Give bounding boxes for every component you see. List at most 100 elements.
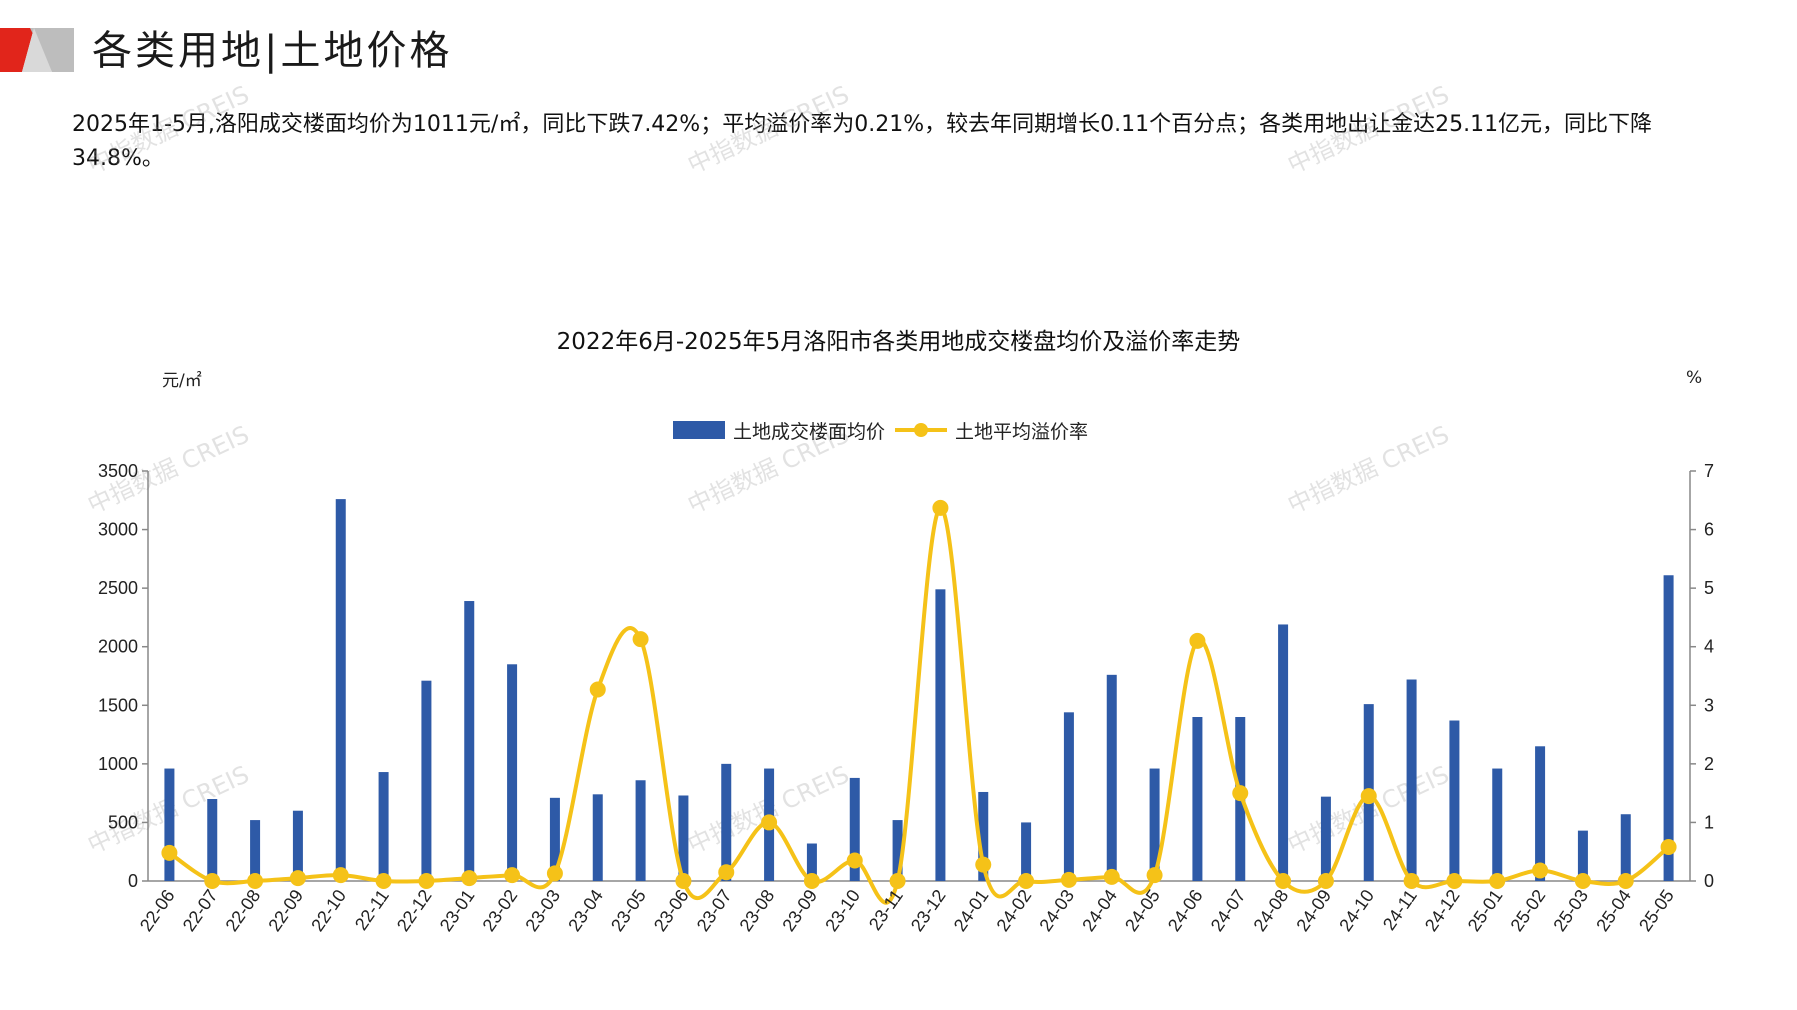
left-axis-tick-label: 2000 (98, 637, 138, 657)
premium-point-23-03 (546, 865, 563, 882)
legend-item-line: 土地平均溢价率 (895, 417, 1088, 444)
right-axis-tick-label: 5 (1704, 578, 1714, 598)
x-axis-label: 24-02 (993, 886, 1036, 935)
premium-point-23-12 (932, 499, 949, 516)
premium-point-23-07 (718, 864, 735, 881)
premium-point-22-07 (204, 873, 221, 889)
bar-24-09 (1320, 796, 1331, 881)
legend-line-label: 土地平均溢价率 (955, 420, 1089, 443)
premium-point-24-04 (1103, 868, 1120, 885)
premium-point-23-01 (461, 870, 478, 887)
header-mark-red (0, 28, 34, 72)
premium-point-24-06 (1189, 632, 1206, 649)
premium-point-23-10 (846, 852, 863, 869)
x-axis-label: 23-07 (693, 886, 736, 935)
x-axis-label: 23-04 (564, 886, 607, 935)
bar-24-04 (1106, 674, 1117, 881)
premium-point-23-02 (504, 867, 521, 884)
bar-23-02 (507, 664, 518, 881)
bar-24-01 (978, 791, 989, 881)
premium-point-23-06 (675, 873, 692, 889)
x-axis-label: 25-01 (1464, 886, 1507, 935)
x-axis-label: 22-10 (307, 886, 350, 935)
premium-point-24-05 (1146, 867, 1163, 884)
bar-22-12 (421, 680, 432, 881)
x-axis-label: 22-06 (136, 886, 179, 935)
right-axis-tick-label: 0 (1704, 871, 1714, 891)
bar-25-05 (1663, 575, 1674, 881)
x-axis-label: 24-08 (1250, 886, 1293, 935)
bar-23-06 (678, 795, 689, 881)
legend-item-bar: 土地成交楼面均价 (673, 417, 885, 444)
x-axis-label: 22-12 (393, 886, 436, 935)
header-logo-mark (0, 28, 74, 72)
premium-point-24-01 (975, 856, 992, 873)
right-axis-tick-label: 6 (1704, 520, 1714, 540)
x-axis-label: 24-05 (1121, 886, 1164, 935)
bar-23-10 (849, 777, 860, 881)
premium-point-22-06 (161, 844, 178, 861)
bar-23-07 (721, 763, 732, 881)
bar-22-06 (164, 768, 175, 881)
premium-point-24-09 (1317, 873, 1334, 889)
bar-24-06 (1192, 717, 1203, 881)
x-axis-label: 25-03 (1549, 886, 1592, 935)
x-axis-label: 25-04 (1592, 886, 1635, 935)
bar-23-01 (464, 601, 475, 881)
left-axis-tick-label: 500 (108, 812, 138, 832)
chart-title: 2022年6月-2025年5月洛阳市各类用地成交楼盘均价及溢价率走势 (556, 329, 1241, 355)
x-axis-label: 22-11 (351, 886, 393, 934)
premium-point-22-09 (289, 870, 306, 887)
legend-bar-swatch (673, 421, 725, 439)
x-axis-label: 24-01 (950, 886, 993, 935)
premium-point-22-08 (247, 873, 264, 889)
x-axis-label: 23-05 (607, 886, 650, 935)
bar-25-03 (1577, 830, 1588, 881)
bar-24-11 (1406, 679, 1417, 881)
premium-point-24-02 (1018, 873, 1035, 889)
x-axis-label: 23-09 (778, 886, 821, 935)
x-axis-label: 22-08 (222, 886, 265, 935)
x-axis-label: 23-03 (521, 886, 564, 935)
x-axis-label: 25-05 (1635, 886, 1678, 935)
bar-24-08 (1278, 624, 1289, 881)
x-axis-label: 24-09 (1292, 886, 1335, 935)
premium-point-24-12 (1446, 873, 1463, 889)
bar-22-11 (378, 772, 389, 881)
bar-25-04 (1620, 814, 1631, 881)
legend-bar-label: 土地成交楼面均价 (733, 420, 886, 443)
premium-rate-line (168, 505, 1670, 905)
right-axis-tick-label: 4 (1704, 637, 1714, 657)
x-axis-label: 23-08 (736, 886, 779, 935)
premium-point-23-08 (761, 814, 778, 831)
left-axis-tick-label: 0 (128, 871, 138, 891)
bar-23-05 (635, 780, 646, 881)
premium-point-24-10 (1360, 788, 1377, 805)
bar-23-09 (806, 843, 817, 881)
left-axis-unit: 元/㎡ (162, 371, 202, 391)
bar-23-11 (892, 820, 903, 881)
left-axis-tick-label: 3500 (98, 461, 138, 481)
bar-23-04 (592, 794, 603, 881)
premium-point-25-01 (1489, 873, 1506, 889)
x-axis-label: 22-07 (179, 886, 222, 935)
left-axis-tick-label: 2500 (98, 578, 138, 598)
premium-point-23-04 (589, 681, 606, 698)
premium-point-23-05 (632, 631, 649, 648)
x-axis-label: 23-01 (436, 886, 479, 935)
right-axis-tick-label: 1 (1704, 812, 1714, 832)
x-axis-label: 22-09 (264, 886, 307, 935)
premium-point-22-11 (375, 873, 392, 889)
premium-point-25-05 (1660, 839, 1677, 856)
bar-24-03 (1063, 712, 1074, 881)
premium-point-22-10 (332, 867, 349, 884)
summary-text: 2025年1-5月,洛阳成交楼面均价为1011元/㎡，同比下跌7.42%；平均溢… (72, 112, 1653, 171)
left-axis-tick-label: 1000 (98, 754, 138, 774)
x-axis-label: 25-02 (1507, 886, 1550, 935)
x-axis-label: 24-04 (1078, 886, 1121, 935)
bar-24-05 (1149, 768, 1160, 881)
bar-22-09 (292, 810, 303, 881)
bar-22-08 (250, 820, 261, 881)
x-axis-label: 23-02 (479, 886, 522, 935)
